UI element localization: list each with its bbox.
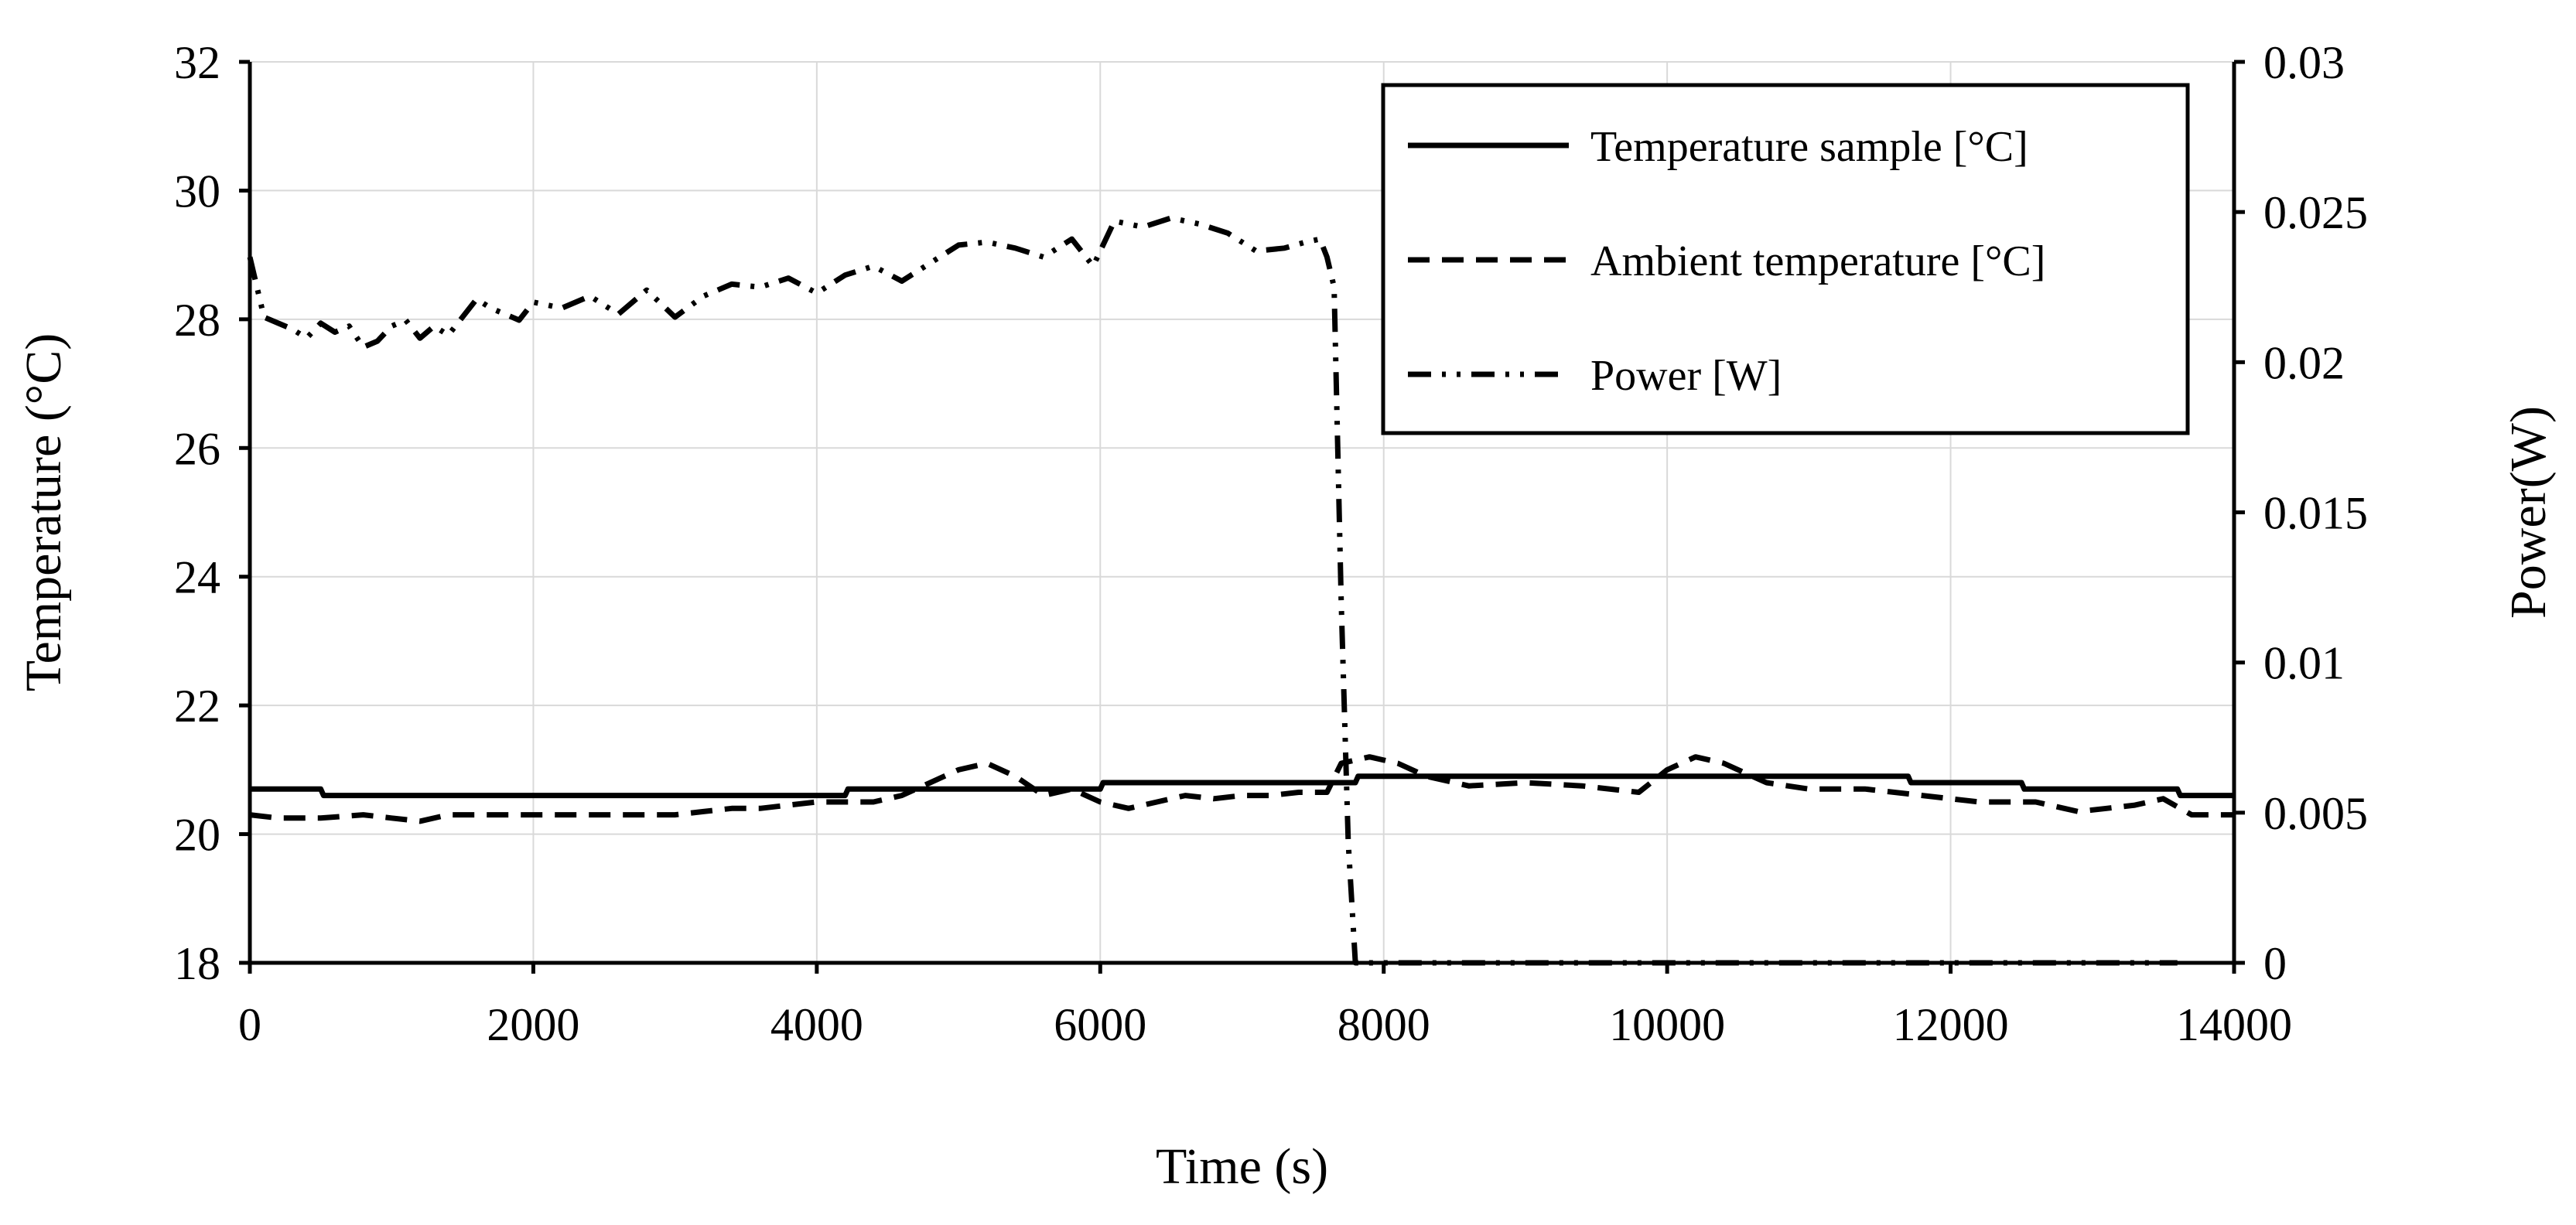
y-left-tick-label: 24: [174, 552, 220, 603]
y-right-tick-label: 0: [2263, 938, 2287, 989]
y-left-axis-title: Temperature (°C): [15, 333, 72, 691]
series-power-line: [247, 215, 2178, 966]
y-right-tick-label: 0.01: [2263, 638, 2345, 689]
y-left-tick-label: 26: [174, 423, 220, 474]
y-left-tick-label: 20: [174, 810, 220, 861]
y-left-tick-label: 30: [174, 165, 220, 217]
y-right-tick-label: 0.005: [2263, 788, 2368, 839]
y-left-tick-label: 28: [174, 295, 220, 346]
series-temperature-sample-line: [250, 773, 2234, 799]
x-tick-label: 10000: [1609, 999, 1725, 1050]
x-tick-label: 8000: [1338, 999, 1430, 1050]
legend-label-ambient-temperature: Ambient temperature [°C]: [1590, 237, 2045, 285]
x-tick-label: 4000: [770, 999, 863, 1050]
x-tick-label: 0: [238, 999, 261, 1050]
series-layer: [247, 215, 2234, 966]
x-tick-label: 14000: [2176, 999, 2292, 1050]
legend: Temperature sample [°C] Ambient temperat…: [1381, 83, 2190, 435]
series-ambient-temperature-line: [249, 754, 2234, 824]
y-right-tick-label: 0.03: [2263, 37, 2345, 88]
legend-label-power: Power [W]: [1590, 352, 1782, 400]
legend-label-temperature-sample: Temperature sample [°C]: [1590, 123, 2028, 171]
tick-labels: 0 2000 4000 6000 8000 10000 12000 14000 18 20 22 24…: [174, 37, 2368, 1050]
x-tick-label: 12000: [1893, 999, 2009, 1050]
y-right-tick-label: 0.02: [2263, 337, 2345, 388]
y-right-tick-label: 0.015: [2263, 488, 2368, 539]
y-right-axis-title: Power(W): [2500, 406, 2557, 619]
y-left-tick-label: 22: [174, 681, 220, 732]
x-axis-title: Time (s): [1156, 1138, 1328, 1195]
y-right-tick-label: 0.025: [2263, 187, 2368, 238]
y-left-tick-label: 18: [174, 938, 220, 989]
x-tick-label: 2000: [487, 999, 579, 1050]
y-left-tick-label: 32: [174, 37, 220, 88]
x-tick-label: 6000: [1054, 999, 1146, 1050]
